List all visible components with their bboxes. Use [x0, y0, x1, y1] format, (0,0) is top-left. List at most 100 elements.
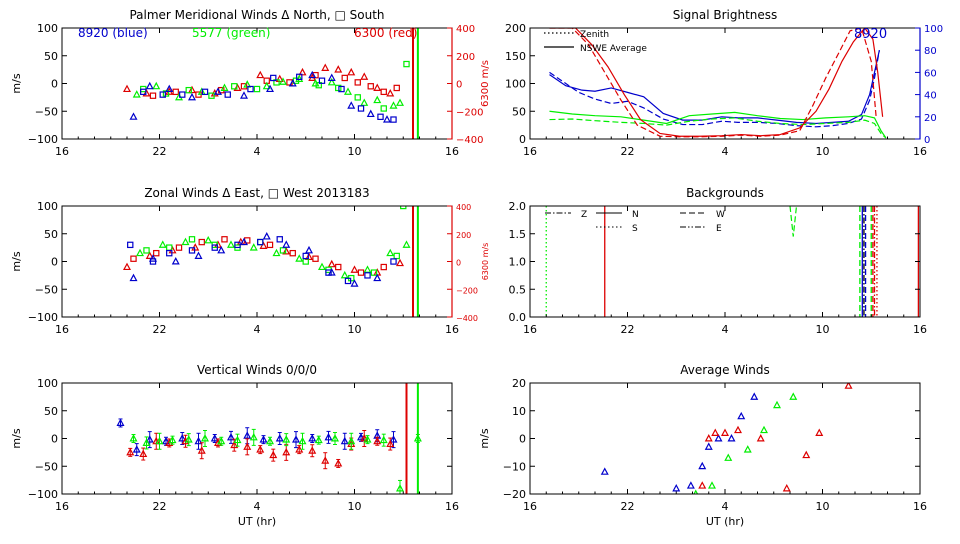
brightness-xtick-label: 22 — [621, 145, 635, 158]
zonal-ytick-label: 0 — [51, 256, 58, 269]
vertical-series-8920-point — [178, 434, 187, 442]
backgrounds-ytick-label: 1.5 — [509, 228, 527, 241]
vertical-series-8920-point — [308, 434, 317, 442]
vertical-series-6300-point — [126, 447, 135, 456]
meridional-series-6300-south-point — [240, 83, 248, 90]
zonal-series-6300-east-point — [350, 265, 359, 273]
zonal-series-5577-east-point — [226, 240, 236, 248]
meridional-ytick-label: 0 — [51, 78, 58, 91]
meridional-series-5577-north-point — [327, 77, 336, 86]
zonal-series-8920-east-point — [282, 240, 291, 248]
brightness-ytick-label: 100 — [505, 78, 526, 91]
vertical-series-5577-point — [233, 435, 242, 444]
vertical-series-8920-point — [356, 432, 366, 441]
zonal-y2label: 6300 m/s — [481, 243, 490, 281]
meridional-xtick-label: 4 — [254, 145, 261, 158]
zonal-series-8920-west-point — [257, 238, 264, 246]
vertical-ytick-label: 50 — [44, 405, 58, 418]
vertical-series-8920-point — [324, 432, 333, 441]
vertical-series-6300-point — [269, 450, 278, 459]
zonal-series-8920-west-point — [234, 241, 241, 249]
meridional-ytick-label: −50 — [35, 105, 58, 118]
zonal-series-5577-west-point — [257, 238, 264, 246]
average-title: Average Winds — [680, 363, 770, 377]
zonal-series-8920-west-point — [302, 252, 309, 260]
vertical-series-5577-point — [142, 438, 151, 446]
vertical-series-5577-point — [282, 435, 291, 443]
meridional-series-5577-south-point — [253, 85, 261, 93]
vertical-ytick-label: −50 — [35, 460, 58, 473]
zonal-series-5577-east-point — [386, 248, 395, 257]
meridional-series-6300-north-point — [321, 63, 330, 71]
vertical-series-8920-point — [275, 434, 284, 442]
brightness-plot-area — [549, 28, 887, 139]
average-series-8920-point — [704, 442, 713, 450]
zonal-series-8920-west-point — [149, 258, 157, 265]
average-ytick-label: −20 — [503, 488, 526, 501]
vertical-series-6300-point — [321, 456, 330, 464]
meridional-xtick-label: 10 — [348, 145, 362, 158]
zonal-xtick-label: 16 — [55, 323, 69, 336]
average-series-8920-point — [737, 411, 746, 420]
meridional-y2tick-label: 200 — [456, 52, 475, 63]
average-series-5577-point — [743, 445, 752, 453]
meridional-series-6300-north-point — [386, 89, 395, 97]
average-ytick-label: 0 — [519, 433, 526, 446]
meridional-series-6300-north-point — [233, 83, 242, 91]
vertical-series-8920-point — [226, 432, 236, 441]
average-series-6300-point — [782, 483, 791, 492]
vertical-series-8920-point — [116, 418, 125, 426]
zonal-series-6300-west-point — [266, 241, 274, 249]
average-series-6300-point — [815, 428, 824, 436]
meridional-series-8920-north-point — [308, 70, 317, 79]
zonal-series-8920-west-point — [276, 236, 283, 243]
average-series-5577-point — [759, 425, 769, 434]
zonal-series-6300-east-point — [145, 251, 154, 259]
zonal-series-5577-east-point — [181, 237, 190, 246]
zonal-series-8920-east-point — [373, 273, 382, 282]
meridional-panel: Palmer Meridional Winds Δ North, □ South… — [10, 8, 491, 158]
meridional-series-5577-north-point — [278, 77, 288, 85]
meridional-y2tick-label: 400 — [456, 24, 475, 35]
brightness-ytick-label: 0 — [519, 133, 526, 146]
vertical-series-8920-point — [145, 435, 154, 443]
meridional-series-8920-south-point — [179, 91, 186, 98]
meridional-series-6300-north-point — [275, 74, 284, 83]
zonal-series-6300-west-point — [289, 249, 296, 257]
meridional-series-5577-south-point — [380, 105, 387, 112]
backgrounds-ytick-label: 0.0 — [509, 311, 527, 324]
meridional-series-6300-south-point — [367, 83, 374, 90]
vertical-series-8920-point — [132, 445, 141, 453]
backgrounds-series-5577-spike-line — [789, 206, 798, 237]
vertical-series-5577-point — [347, 436, 356, 445]
brightness-xtick-label: 16 — [913, 145, 927, 158]
vertical-series-5577-point — [330, 434, 340, 442]
backgrounds-xtick-label: 16 — [913, 323, 927, 336]
zonal-ylabel: m/s — [10, 251, 23, 271]
meridional-ytick-label: 50 — [44, 50, 58, 63]
vertical-series-5577-point — [413, 434, 422, 442]
brightness-xtick-label: 16 — [523, 145, 537, 158]
backgrounds-xtick-label: 16 — [523, 323, 537, 336]
zonal-series-6300-west-point — [357, 269, 365, 276]
vertical-series-5577-point — [265, 436, 275, 445]
annotation-blue: 8920 (blue) — [78, 26, 148, 40]
meridional-series-8920-north-point — [213, 87, 223, 95]
vertical-series-8920-point — [340, 436, 349, 445]
vertical-series-6300-point — [334, 459, 343, 467]
brightness-y2tick-label: 100 — [924, 24, 943, 35]
zonal-series-8920-west-point — [390, 258, 397, 265]
brightness-y2tick-label: 80 — [924, 46, 937, 57]
vertical-xlabel: UT (hr) — [238, 515, 276, 528]
meridional-series-5577-south-point — [354, 94, 361, 101]
average-series-8920-point — [714, 434, 723, 442]
meridional-series-8920-south-point — [270, 74, 277, 82]
average-series-8920-point — [672, 483, 681, 492]
backgrounds-plot-area — [545, 206, 920, 317]
zonal-series-6300-west-point — [175, 244, 183, 251]
average-series-6300-point — [698, 481, 707, 489]
vertical-series-6300-point — [256, 445, 265, 453]
brightness-ytick-label: 150 — [505, 50, 526, 63]
